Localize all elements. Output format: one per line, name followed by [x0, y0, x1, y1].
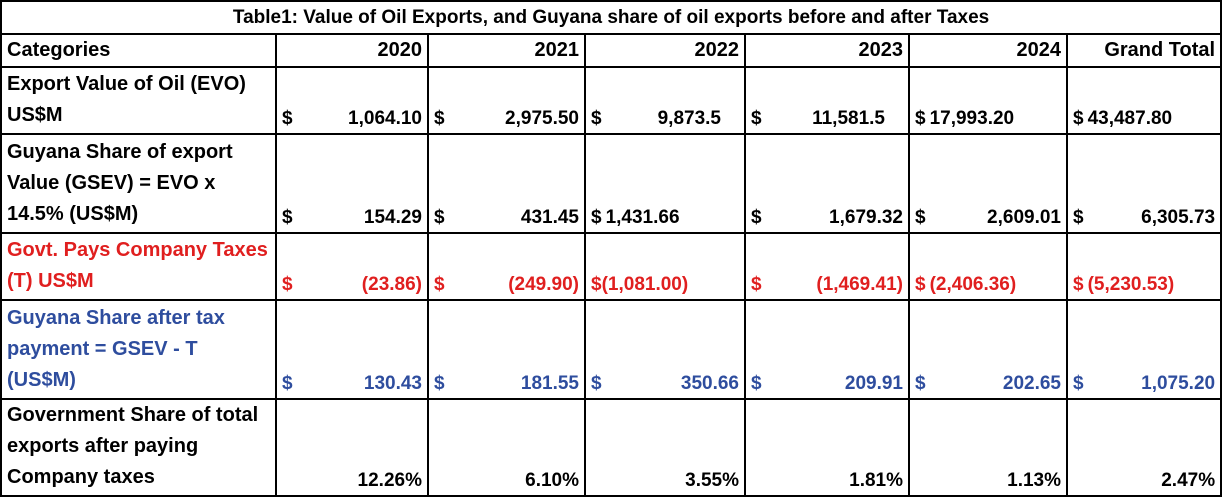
cell-value: 181.55: [520, 373, 579, 394]
row-label: Guyana Share of export Value (GSEV) = EV…: [0, 133, 277, 234]
header-2023: 2023: [744, 33, 910, 68]
cell-value: 154.29: [363, 207, 422, 228]
cell-value: (1,081.00): [601, 274, 689, 295]
cell-value: 11,581.5: [812, 108, 885, 129]
cell-value: 12.26%: [275, 398, 429, 497]
cell-value: 3.55%: [584, 398, 746, 497]
cell-value: 202.65: [1002, 373, 1061, 394]
currency-symbol: $: [282, 274, 293, 295]
cell-value: 1,679.32: [829, 207, 903, 228]
cell-value: 350.66: [680, 373, 739, 394]
currency-symbol: $: [434, 207, 445, 228]
currency-symbol: $: [591, 108, 602, 129]
table-row-evo: Export Value of Oil (EVO) US$M $1,064.10…: [0, 66, 1222, 135]
cell-value: 2.47%: [1065, 398, 1222, 497]
currency-symbol: $: [915, 207, 926, 228]
cell-value: (23.86): [361, 274, 422, 295]
currency-symbol: $: [751, 207, 762, 228]
cell-value: 1.13%: [908, 398, 1068, 497]
cell-value: 431.45: [520, 207, 579, 228]
cell-value: 6.10%: [427, 398, 586, 497]
currency-symbol: $: [1073, 274, 1084, 295]
cell-value: (1,469.41): [816, 274, 903, 295]
header-categories: Categories: [0, 33, 277, 68]
currency-symbol: $: [591, 274, 602, 295]
row-label: Government Share of total exports after …: [0, 398, 277, 497]
currency-symbol: $: [434, 108, 445, 129]
currency-symbol: $: [591, 207, 602, 228]
row-label: Govt. Pays Company Taxes (T) US$M: [0, 232, 277, 301]
currency-symbol: $: [915, 373, 926, 394]
header-2020: 2020: [275, 33, 429, 68]
currency-symbol: $: [282, 108, 293, 129]
cell-value: 6,305.73: [1141, 207, 1216, 228]
table-row-govt-share: Government Share of total exports after …: [0, 398, 1222, 497]
header-2022: 2022: [584, 33, 746, 68]
currency-symbol: $: [751, 274, 762, 295]
currency-symbol: $: [751, 373, 762, 394]
currency-symbol: $: [1073, 108, 1084, 129]
currency-symbol: $: [1073, 207, 1084, 228]
header-grand-total: Grand Total: [1065, 33, 1222, 68]
row-label: Export Value of Oil (EVO) US$M: [0, 66, 277, 135]
cell-value: 1,064.10: [348, 108, 422, 129]
currency-symbol: $: [591, 373, 602, 394]
cell-value: (5,230.53): [1087, 274, 1175, 295]
currency-symbol: $: [434, 373, 445, 394]
header-2021: 2021: [427, 33, 586, 68]
header-row: Categories 2020 2021 2022 2023 2024 Gran…: [0, 33, 1222, 68]
cell-value: 1,075.20: [1141, 373, 1216, 394]
table-row-taxes: Govt. Pays Company Taxes (T) US$M $ (23.8…: [0, 232, 1222, 301]
cell-value: 209.91: [844, 373, 903, 394]
cell-value: 9,873.5: [657, 108, 721, 129]
currency-symbol: $: [751, 108, 762, 129]
currency-symbol: $: [1073, 373, 1084, 394]
cell-value: 1,431.66: [605, 207, 680, 228]
table-title: Table1: Value of Oil Exports, and Guyana…: [0, 0, 1222, 35]
cell-value: 2,609.01: [987, 207, 1061, 228]
table-row-after-tax: Guyana Share after tax payment = GSEV - …: [0, 299, 1222, 400]
table-row-gsev: Guyana Share of export Value (GSEV) = EV…: [0, 133, 1222, 234]
cell-value: 17,993.20: [929, 108, 1015, 129]
header-2024: 2024: [908, 33, 1068, 68]
currency-symbol: $: [915, 274, 926, 295]
currency-symbol: $: [915, 108, 926, 129]
cell-value: 2,975.50: [505, 108, 579, 129]
cell-value: 1.81%: [744, 398, 910, 497]
currency-symbol: $: [282, 207, 293, 228]
cell-value: (249.90): [508, 274, 579, 295]
cell-value: 43,487.80: [1087, 108, 1173, 129]
currency-symbol: $: [282, 373, 293, 394]
currency-symbol: $: [434, 274, 445, 295]
cell-value: (2,406.36): [929, 274, 1017, 295]
row-label: Guyana Share after tax payment = GSEV - …: [0, 299, 277, 400]
cell-value: 130.43: [363, 373, 422, 394]
